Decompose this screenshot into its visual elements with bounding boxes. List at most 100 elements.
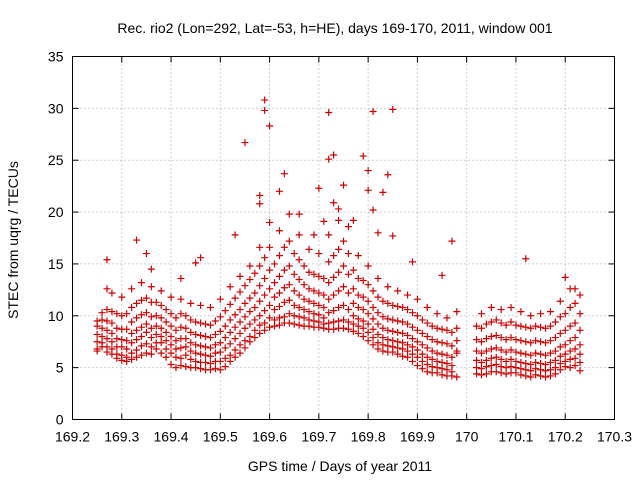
data-point — [522, 323, 530, 331]
data-point — [251, 334, 259, 342]
data-point — [537, 323, 545, 331]
data-point — [492, 331, 500, 339]
data-point — [192, 330, 200, 338]
data-point — [389, 327, 397, 335]
data-point — [295, 321, 303, 329]
data-point — [443, 340, 451, 348]
data-point — [162, 318, 170, 326]
data-point — [128, 318, 136, 326]
data-point — [374, 320, 382, 328]
data-point — [128, 339, 136, 347]
data-point — [285, 310, 293, 318]
data-point — [142, 349, 150, 357]
data-point — [280, 266, 288, 274]
data-point — [340, 324, 347, 332]
data-point — [492, 316, 500, 324]
data-point — [177, 362, 185, 370]
data-point — [147, 283, 155, 291]
data-point — [325, 319, 333, 327]
data-point — [384, 326, 392, 334]
data-point — [325, 279, 333, 287]
data-point — [354, 274, 362, 282]
data-point — [103, 306, 111, 314]
data-point — [271, 306, 279, 314]
data-point — [566, 322, 574, 330]
y-tick-label: 25 — [48, 152, 64, 168]
data-point — [537, 310, 545, 318]
data-point — [162, 337, 170, 345]
data-point — [556, 359, 564, 367]
data-point — [389, 301, 397, 309]
data-point — [226, 328, 234, 336]
data-point — [172, 364, 180, 372]
data-point — [157, 324, 165, 332]
data-point — [305, 322, 313, 330]
data-point — [251, 303, 259, 311]
data-point — [364, 186, 372, 194]
data-point — [546, 366, 554, 374]
data-point — [359, 324, 367, 332]
data-point — [571, 345, 579, 353]
data-point — [133, 314, 141, 322]
data-point — [202, 343, 210, 351]
data-point — [325, 231, 333, 239]
data-point — [310, 270, 318, 278]
data-point — [482, 335, 490, 343]
data-point — [137, 279, 145, 287]
data-point — [236, 349, 244, 357]
data-point — [167, 310, 175, 318]
data-point — [571, 354, 579, 362]
data-point — [123, 325, 131, 333]
data-point — [512, 348, 520, 356]
data-point — [310, 299, 318, 307]
data-point — [374, 229, 382, 237]
data-point — [216, 295, 224, 303]
data-point — [551, 364, 559, 372]
data-point — [507, 318, 515, 326]
data-point — [177, 274, 185, 282]
data-point — [280, 313, 288, 321]
data-point — [335, 303, 343, 311]
data-point — [443, 314, 451, 322]
data-point — [152, 312, 160, 320]
data-point — [197, 331, 205, 339]
data-point — [285, 237, 293, 245]
data-point — [561, 357, 569, 365]
data-point — [231, 231, 239, 239]
data-point — [354, 322, 362, 330]
data-point — [527, 361, 535, 369]
data-point — [399, 318, 407, 326]
data-point — [315, 184, 323, 192]
data-point — [147, 324, 155, 332]
data-point — [261, 254, 269, 262]
data-point — [147, 313, 155, 321]
data-point — [384, 283, 392, 291]
grid-lines — [72, 56, 615, 420]
data-point — [98, 333, 106, 341]
data-point — [108, 319, 116, 327]
data-point — [103, 317, 111, 325]
x-tick-label: 169.6 — [252, 429, 287, 445]
data-point — [369, 325, 377, 333]
data-point — [438, 371, 446, 379]
data-point — [128, 349, 136, 357]
data-point — [236, 288, 244, 296]
data-point — [325, 109, 333, 117]
data-point — [231, 335, 239, 343]
data-point — [182, 343, 190, 351]
data-point — [98, 316, 106, 324]
data-point — [379, 324, 387, 332]
data-point — [290, 301, 298, 309]
data-point — [330, 307, 338, 315]
data-point — [512, 321, 520, 329]
data-point — [394, 344, 402, 352]
data-point — [266, 285, 274, 293]
data-point — [335, 245, 343, 253]
data-point — [103, 326, 111, 334]
data-point — [433, 310, 441, 318]
data-point — [394, 287, 402, 295]
data-point — [576, 326, 584, 334]
data-point — [448, 237, 456, 245]
data-point — [349, 266, 357, 274]
data-point — [266, 218, 274, 226]
